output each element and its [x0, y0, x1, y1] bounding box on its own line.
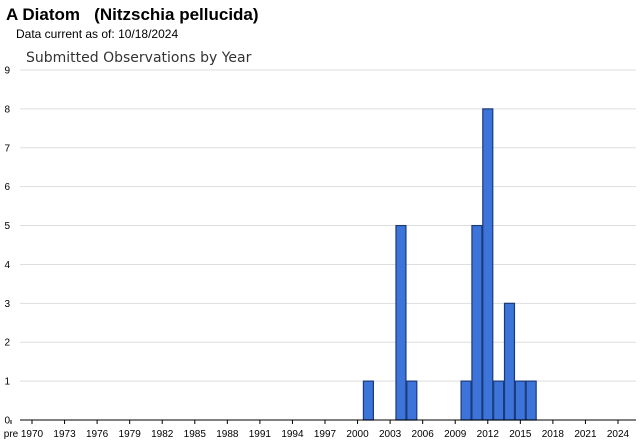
x-axis-ticks: pre 1970 1973 1976 1979 1982 1985 1988 1991 1994 1…: [4, 420, 630, 440]
y-tick-label: 2: [4, 338, 10, 349]
y-tick-label: 8: [4, 104, 10, 115]
x-tick-label: 1985: [184, 429, 207, 440]
x-tick-label: 1973: [53, 429, 76, 440]
x-tick-label: 2000: [346, 429, 369, 440]
x-tick-label: 1970: [21, 429, 44, 440]
x-tick-label: 2015: [509, 429, 532, 440]
x-tick-label: 1982: [151, 429, 174, 440]
x-tick-label: 1979: [119, 429, 142, 440]
y-tick-label: 0: [4, 416, 10, 427]
bar-2015: [514, 380, 526, 421]
common-name: A Diatom: [6, 5, 80, 24]
x-tick-label: 1991: [249, 429, 272, 440]
x-tick-label: 2024: [607, 429, 630, 440]
scientific-name: (Nitzschia pellucida): [94, 5, 259, 24]
x-tick-label: 2012: [477, 429, 500, 440]
bar-2016: [525, 380, 537, 421]
y-tick-label: 9: [4, 66, 10, 77]
bar-2012: [482, 108, 494, 421]
bar-2014: [503, 302, 516, 421]
x-tick-label: 1997: [314, 429, 337, 440]
y-tick-label: 6: [4, 182, 10, 193]
data-current-label: Data current as of:: [16, 27, 115, 41]
bar-2004: [395, 224, 407, 421]
x-tick-label: 2003: [379, 429, 402, 440]
x-tick-label: 2006: [412, 429, 435, 440]
x-tick-label: 1988: [216, 429, 239, 440]
y-tick-label: 4: [4, 260, 10, 271]
bar-2001: [362, 380, 375, 421]
gridlines: [20, 69, 636, 382]
bar-2013: [493, 380, 505, 421]
x-tick-label: pre: [4, 429, 19, 440]
data-current-date: 10/18/2024: [118, 27, 179, 41]
y-tick-label: 1: [4, 377, 10, 388]
chart-title: Submitted Observations by Year: [26, 50, 252, 66]
y-tick-label: 3: [4, 299, 10, 310]
bars: [362, 108, 537, 421]
x-tick-label: 1976: [86, 429, 109, 440]
x-tick-label: 2009: [444, 429, 467, 440]
y-tick-label: 7: [4, 143, 10, 154]
x-tick-label: 2018: [542, 429, 565, 440]
x-tick-label: 2021: [574, 429, 597, 440]
bar-2011: [471, 224, 483, 421]
y-axis-ticks: 0 1 2 3 4 5 6 7 8 9: [4, 66, 10, 427]
x-tick-label: 1994: [281, 429, 304, 440]
species-title: A Diatom (Nitzschia pellucida): [6, 5, 259, 25]
bar-2010: [460, 380, 472, 421]
bar-2005: [406, 380, 418, 421]
y-tick-label: 5: [4, 221, 10, 232]
data-current-line: Data current as of: 10/18/2024: [16, 27, 178, 41]
